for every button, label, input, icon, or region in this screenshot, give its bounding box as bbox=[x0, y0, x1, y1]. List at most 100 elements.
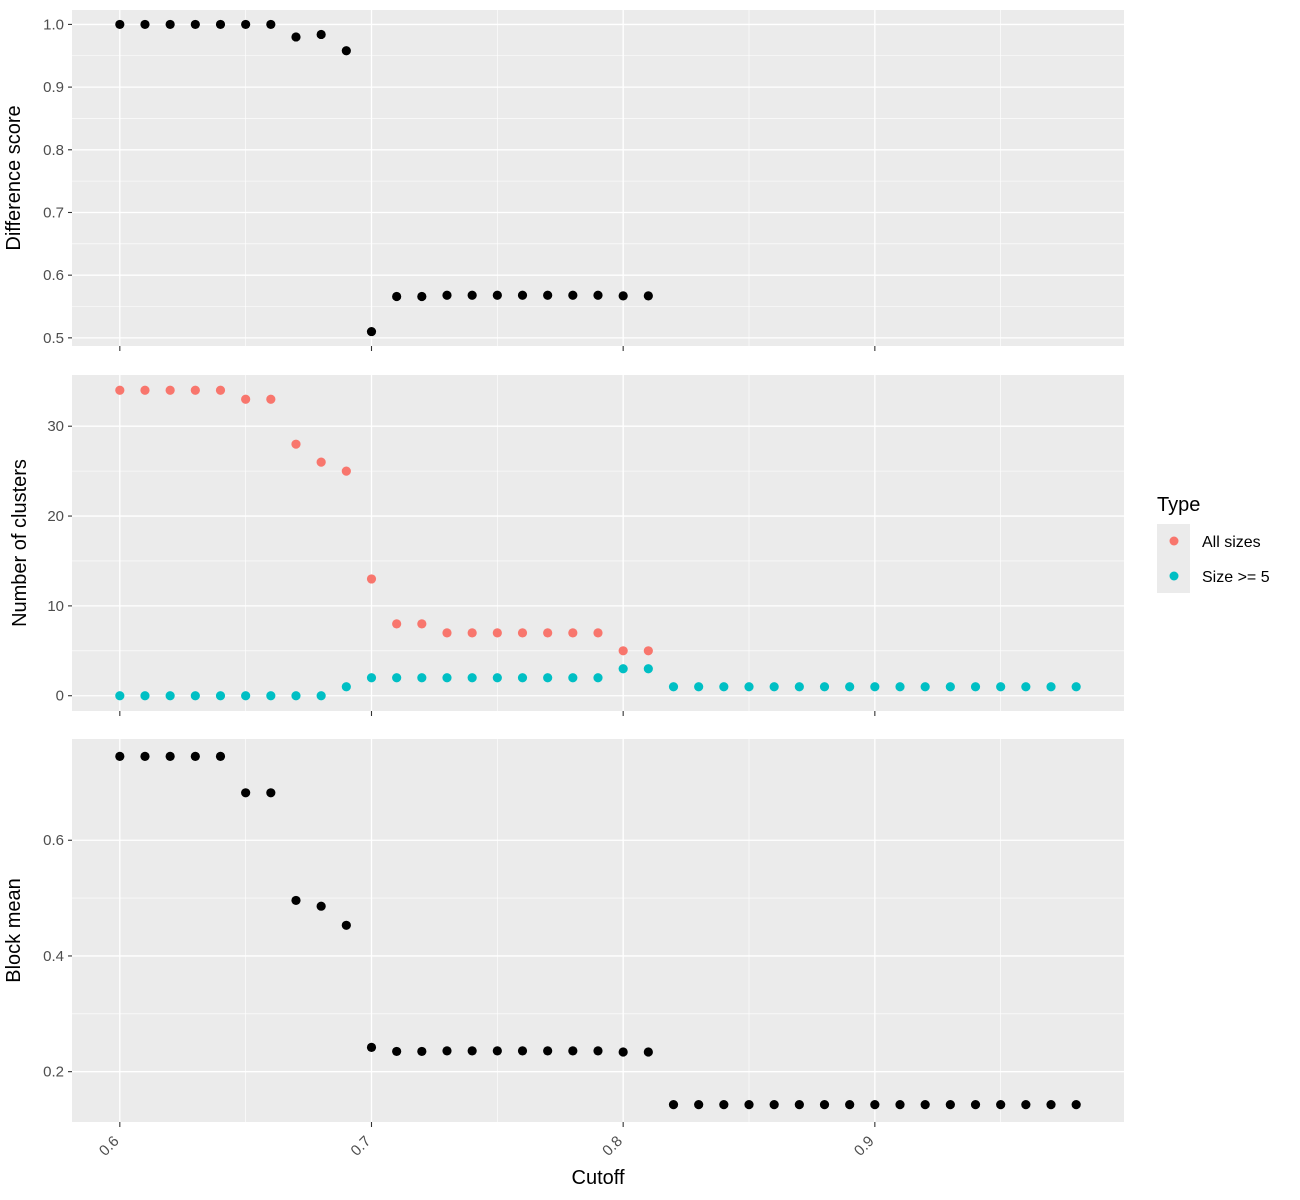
data-point bbox=[1021, 682, 1031, 692]
data-point bbox=[366, 1042, 377, 1052]
data-point bbox=[618, 646, 628, 656]
data-point bbox=[467, 290, 477, 300]
data-point bbox=[366, 673, 377, 683]
data-point bbox=[492, 673, 502, 683]
data-point bbox=[417, 1046, 427, 1057]
series-all-sizes bbox=[115, 385, 653, 656]
data-point bbox=[291, 895, 301, 906]
data-point bbox=[165, 385, 175, 395]
data-point bbox=[467, 628, 477, 638]
data-point bbox=[543, 290, 553, 300]
data-point bbox=[492, 628, 502, 638]
data-point bbox=[442, 290, 452, 300]
data-point bbox=[996, 682, 1006, 692]
data-point bbox=[945, 682, 955, 692]
data-point bbox=[266, 691, 276, 701]
series-block-0 bbox=[115, 751, 1081, 1110]
data-point bbox=[316, 457, 326, 467]
data-point bbox=[543, 673, 553, 683]
data-point bbox=[1021, 1100, 1031, 1110]
data-point bbox=[467, 1046, 477, 1056]
data-point bbox=[417, 291, 427, 302]
data-point bbox=[568, 1046, 578, 1056]
panel-background bbox=[72, 739, 1124, 1122]
data-point bbox=[442, 1046, 452, 1056]
data-point bbox=[845, 1100, 855, 1110]
data-point bbox=[920, 1100, 930, 1110]
data-point bbox=[190, 751, 200, 761]
legend-label-all-sizes: All sizes bbox=[1202, 534, 1261, 551]
data-point bbox=[593, 1046, 603, 1056]
legend: Type All sizes Size >= 5 bbox=[1157, 494, 1270, 593]
data-point bbox=[165, 751, 175, 761]
data-point bbox=[115, 751, 125, 761]
data-point bbox=[996, 1100, 1006, 1110]
y-tick-label: 0.2 bbox=[43, 1064, 64, 1081]
data-point bbox=[769, 682, 779, 692]
data-point bbox=[568, 290, 578, 300]
data-point bbox=[694, 682, 704, 692]
x-axis: 0.6 0.7 0.8 0.9 bbox=[96, 1133, 878, 1160]
data-point bbox=[643, 291, 653, 301]
y-axis-title: Number of clusters bbox=[9, 459, 31, 627]
y-tick-label: 0.6 bbox=[43, 832, 64, 849]
data-point bbox=[643, 1047, 653, 1057]
y-tick-label: 20 bbox=[47, 508, 64, 525]
data-point bbox=[794, 682, 804, 692]
data-point bbox=[366, 326, 377, 337]
data-point bbox=[517, 290, 528, 300]
data-point bbox=[1046, 1100, 1056, 1110]
data-point bbox=[140, 19, 150, 30]
data-point bbox=[341, 466, 351, 476]
y-tick-label: 0.5 bbox=[43, 330, 64, 347]
data-point bbox=[769, 1100, 779, 1110]
data-point bbox=[115, 691, 125, 701]
y-tick-label: 0.4 bbox=[43, 948, 64, 965]
data-point bbox=[291, 691, 301, 701]
x-tick-label: 0.6 bbox=[96, 1133, 123, 1160]
y-tick-label: 1.0 bbox=[43, 16, 64, 33]
data-point bbox=[467, 673, 477, 683]
data-point bbox=[215, 385, 226, 395]
panel-clusters: 0 10 20 30 Number of clusters bbox=[9, 375, 1124, 716]
data-point bbox=[215, 751, 226, 761]
data-point bbox=[291, 32, 301, 42]
data-point bbox=[744, 682, 754, 692]
panel-block: 0.2 0.4 0.6 Block mean bbox=[3, 739, 1124, 1127]
x-axis-title: Cutoff bbox=[572, 1167, 625, 1189]
data-point bbox=[442, 628, 452, 638]
y-tick-label: 0.9 bbox=[43, 79, 64, 96]
data-point bbox=[291, 439, 301, 449]
data-point bbox=[819, 1100, 830, 1110]
data-point bbox=[1071, 1100, 1081, 1110]
data-point bbox=[140, 691, 150, 701]
data-point bbox=[568, 628, 578, 638]
data-point bbox=[543, 628, 553, 638]
x-tick-label: 0.9 bbox=[851, 1133, 878, 1160]
data-point bbox=[517, 673, 528, 683]
data-point bbox=[392, 619, 402, 629]
y-tick-label: 0.6 bbox=[43, 267, 64, 284]
data-point bbox=[392, 673, 402, 683]
data-point bbox=[794, 1100, 804, 1110]
y-tick-label: 0 bbox=[56, 688, 64, 705]
data-point bbox=[341, 46, 351, 56]
data-point bbox=[215, 691, 226, 701]
data-point bbox=[266, 19, 276, 30]
data-point bbox=[593, 673, 603, 683]
data-point bbox=[241, 394, 251, 404]
data-point bbox=[115, 19, 125, 30]
y-tick-label: 10 bbox=[47, 598, 64, 615]
data-point bbox=[517, 1046, 528, 1056]
y-axis-title: Difference score bbox=[3, 105, 25, 250]
data-point bbox=[970, 1100, 981, 1110]
panel-background bbox=[72, 375, 1124, 711]
data-point bbox=[1071, 682, 1081, 692]
panel-background bbox=[72, 10, 1124, 346]
data-point bbox=[819, 682, 830, 692]
data-point bbox=[593, 628, 603, 638]
data-point bbox=[165, 691, 175, 701]
data-point bbox=[341, 682, 351, 692]
data-point bbox=[719, 1100, 729, 1110]
